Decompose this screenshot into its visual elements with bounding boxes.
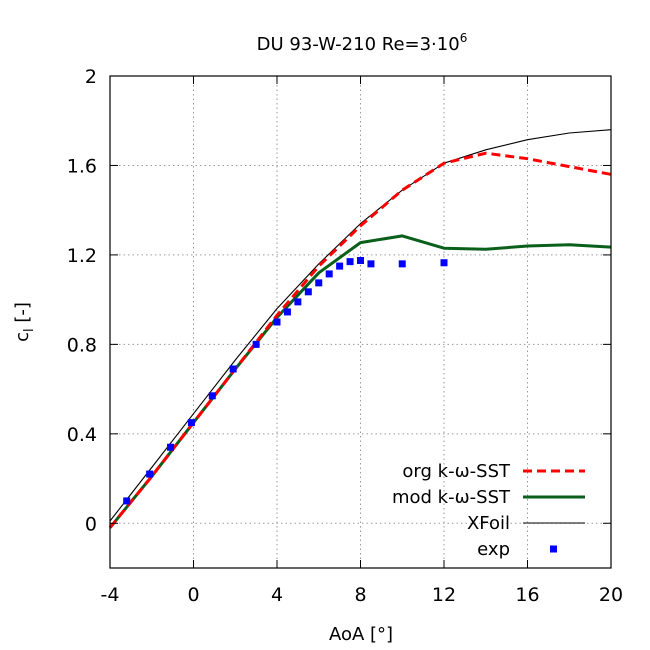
y-tick-label: 0.4 xyxy=(67,424,97,446)
x-tick-label: 12 xyxy=(432,584,456,606)
y-tick-label: 0 xyxy=(85,513,97,535)
x-tick-label: 16 xyxy=(515,584,539,606)
exp-data-point xyxy=(294,298,302,306)
exp-data-point xyxy=(440,259,448,267)
chart-title-superscript: 6 xyxy=(460,31,468,45)
x-tick-labels: -4 0 4 8 12 16 20 xyxy=(101,584,624,606)
exp-data-point xyxy=(357,257,364,264)
y-tick-label: 1.6 xyxy=(67,155,97,177)
exp-data-point xyxy=(252,340,260,348)
x-tick-label: 20 xyxy=(599,584,623,606)
legend-marker-exp xyxy=(550,545,557,553)
x-tick-label: 8 xyxy=(354,584,366,606)
exp-data-point xyxy=(123,497,131,505)
y-axis-label-sub: l xyxy=(22,328,37,332)
y-axis-label: cl [-] xyxy=(12,302,37,342)
exp-data-point xyxy=(398,260,406,268)
legend-label-org-k-sst: org k-ω-SST xyxy=(402,461,511,482)
exp-data-point xyxy=(336,262,344,270)
plot-frame xyxy=(109,75,612,569)
legend-label-xfoil: XFoil xyxy=(467,513,510,534)
y-axis-label-suffix: [-] xyxy=(12,302,33,328)
series-line-org-k-sst xyxy=(108,151,612,529)
exp-data-point xyxy=(167,443,175,451)
legend: org k-ω-SST mod k-ω-SST XFoil exp xyxy=(392,461,585,560)
x-tick-label: 0 xyxy=(187,584,199,606)
exp-data-point xyxy=(146,470,154,478)
x-tick-label: -4 xyxy=(101,584,120,606)
exp-data-point xyxy=(367,260,375,268)
y-tick-label: 0.8 xyxy=(67,334,97,356)
y-tick-label: 1.2 xyxy=(67,245,97,267)
exp-data-point xyxy=(346,258,354,266)
exp-data-point xyxy=(315,279,323,287)
exp-data-point xyxy=(208,392,216,400)
chart-title-main: DU 93-W-210 Re=3·10 xyxy=(257,34,460,55)
series-line-xfoil xyxy=(109,129,612,522)
legend-label-exp: exp xyxy=(477,539,510,560)
x-tick-label: 4 xyxy=(271,584,283,606)
exp-data-point xyxy=(229,365,237,373)
y-tick-label: 2 xyxy=(85,66,97,88)
exp-data-point xyxy=(283,308,291,316)
legend-label-mod-k-sst: mod k-ω-SST xyxy=(392,487,511,508)
grid-lines xyxy=(110,76,611,568)
y-axis-label-main: c xyxy=(12,332,33,342)
exp-data-point xyxy=(187,419,195,427)
exp-data-point xyxy=(304,288,312,296)
x-axis-label: AoA [°] xyxy=(329,624,393,645)
y-tick-labels: 0 0.4 0.8 1.2 1.6 2 xyxy=(67,66,97,535)
axis-ticks xyxy=(109,75,612,568)
plot-series xyxy=(108,129,612,529)
exp-data-point xyxy=(273,318,281,326)
chart-title: DU 93-W-210 Re=3·106 xyxy=(257,31,468,55)
exp-data-point xyxy=(325,270,333,278)
